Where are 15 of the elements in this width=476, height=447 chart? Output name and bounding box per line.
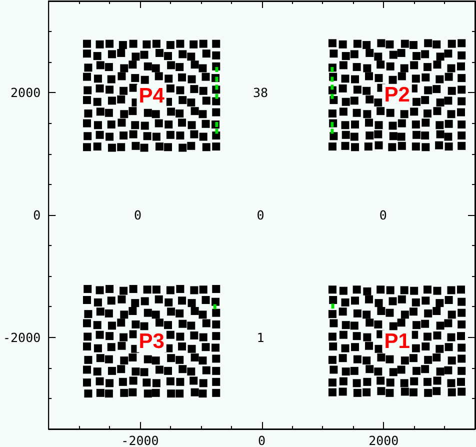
annotation: 38	[252, 85, 268, 100]
series-label: P2	[384, 84, 410, 107]
x-tick-label: 2000	[368, 433, 399, 447]
annotation: 1	[256, 330, 264, 345]
y-tick-label: 0	[33, 208, 41, 222]
x-tick-label: -2000	[121, 433, 159, 447]
annotation: 0	[256, 208, 264, 222]
y-tick-label: 2000	[10, 85, 41, 100]
x-tick-label: 0	[258, 433, 266, 447]
series-label: P1	[384, 330, 410, 353]
series-label: P4	[138, 84, 165, 108]
series-label: P3	[138, 330, 164, 353]
annotation: 0	[379, 208, 387, 222]
annotation: 0	[134, 208, 142, 222]
y-tick-label: -2000	[2, 330, 41, 345]
